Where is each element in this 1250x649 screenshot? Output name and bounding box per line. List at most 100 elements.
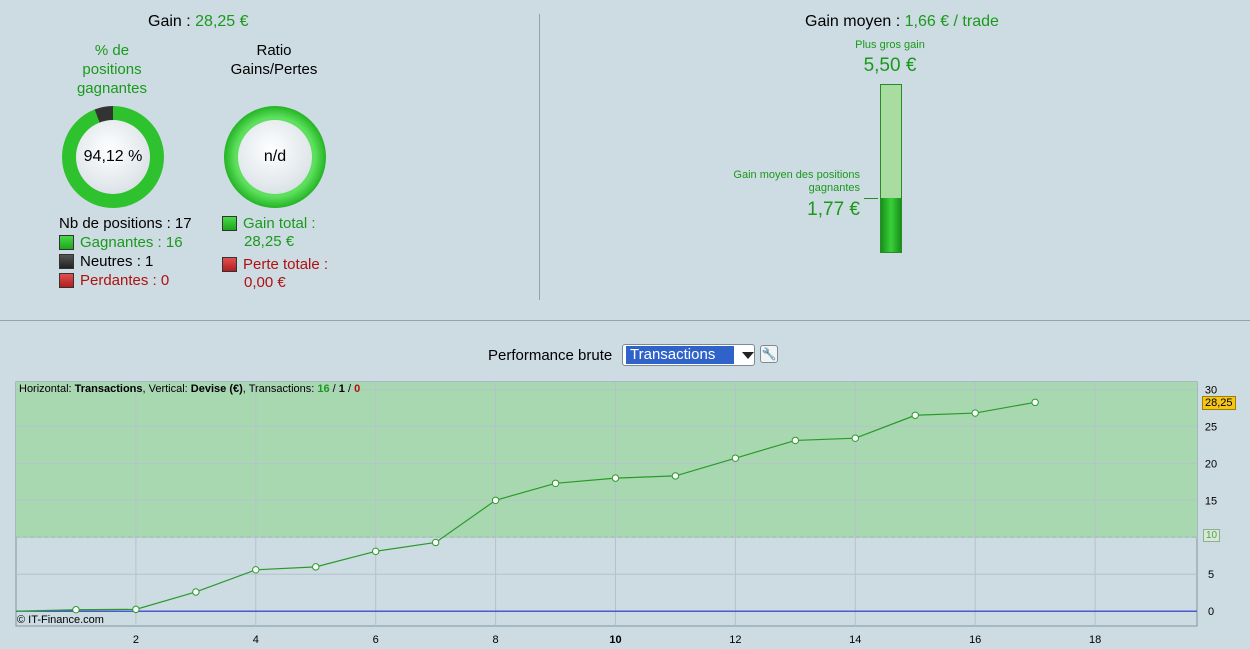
data-point: [72, 606, 80, 614]
total-gain-value: 28,25 €: [244, 233, 295, 250]
legend-losing-label: Perdantes : 0: [80, 272, 170, 289]
vertical-divider: [539, 14, 540, 300]
info-h-prefix: Horizontal:: [19, 383, 75, 395]
legend-winning-label: Gagnantes : 16: [80, 234, 183, 251]
avg-winning-label-line1: Gain moyen des positions: [733, 169, 860, 181]
x-tick-label: 4: [253, 634, 259, 646]
winning-pct-label: % de positions gagnantes: [62, 41, 162, 98]
legend-neutral-label: Neutres : 1: [80, 253, 154, 270]
data-point: [731, 454, 740, 462]
threshold-badge: 10: [1203, 529, 1221, 542]
chevron-down-icon: [742, 351, 754, 359]
data-point: [371, 547, 380, 556]
y-tick-label: 15: [1205, 495, 1217, 507]
performance-mode-value: Transactions: [626, 346, 734, 364]
biggest-gain-value: 5,50 €: [863, 55, 917, 76]
x-tick-label: 16: [969, 634, 981, 646]
data-point: [611, 474, 620, 482]
losing-swatch: [59, 273, 74, 288]
data-point: [1031, 398, 1039, 407]
copyright: © IT-Finance.com: [17, 614, 104, 626]
data-point: [252, 566, 260, 574]
legend-neutral: Neutres : 1: [59, 252, 192, 271]
gain-label: Gain :: [148, 13, 191, 30]
biggest-gain-label: Plus gros gain: [855, 39, 925, 51]
horizontal-divider: [0, 320, 1250, 321]
data-point: [551, 479, 560, 487]
total-loss-value: 0,00 €: [244, 274, 286, 291]
x-tick-label: 8: [493, 634, 499, 646]
ratio-value: n/d: [238, 120, 312, 194]
gain-value: 28,25 €: [195, 13, 249, 30]
info-horizontal: Transactions: [74, 383, 143, 395]
data-point: [431, 538, 440, 547]
avg-winning-label: Gain moyen des positions gagnantes: [700, 169, 860, 195]
info-slash-1: /: [329, 383, 339, 395]
last-value-badge: 28,25: [1202, 396, 1236, 410]
data-point: [971, 409, 979, 417]
total-gain-title: Gain : 28,25 €: [148, 13, 249, 31]
ratio-label-line2: Gains/Pertes: [230, 61, 318, 78]
average-gain-title: Gain moyen : 1,66 € / trade: [805, 13, 999, 31]
winning-pct-label-line2: positions: [82, 61, 142, 78]
data-point: [791, 436, 800, 445]
wrench-icon: 🔧: [761, 347, 777, 361]
y-tick-label: 25: [1205, 421, 1217, 433]
ratio-label-line1: Ratio: [256, 42, 292, 59]
ratio-donut: n/d: [224, 106, 326, 208]
legend-total-loss: Perte totale :: [222, 255, 328, 274]
data-point: [312, 563, 320, 571]
x-tick-label: 12: [729, 634, 741, 646]
legend-losing: Perdantes : 0: [59, 271, 192, 290]
average-gain-value: 1,66 € / trade: [904, 13, 999, 30]
info-t-prefix: , Transactions:: [242, 383, 318, 395]
info-vertical: Devise (€): [190, 383, 243, 395]
avg-winning-value: 1,77 €: [807, 199, 860, 220]
data-point: [911, 411, 919, 419]
info-v-prefix: , Vertical:: [142, 383, 191, 395]
avg-winning-label-line2: gagnantes: [808, 182, 860, 194]
x-tick-label: 6: [373, 634, 379, 646]
info-loss: 0: [354, 383, 361, 395]
gain-gauge: [880, 84, 902, 253]
y-tick-label: 20: [1205, 458, 1217, 470]
avg-pointer-arrow-icon: [864, 198, 878, 199]
winning-pct-label-line3: gagnantes: [76, 80, 148, 97]
settings-wrench-button[interactable]: 🔧: [760, 345, 778, 363]
total-gain-swatch: [222, 216, 237, 231]
info-win: 16: [317, 383, 330, 395]
neutral-swatch: [59, 254, 74, 269]
x-tick-label: 10: [609, 634, 621, 646]
y-tick-label: 5: [1208, 569, 1214, 581]
info-slash-2: /: [344, 383, 355, 395]
performance-label: Performance brute: [488, 347, 613, 364]
x-tick-label: 18: [1089, 634, 1101, 646]
total-loss-label: Perte totale :: [243, 256, 329, 273]
winning-pct-value: 94,12 %: [76, 120, 150, 194]
winning-swatch: [59, 235, 74, 250]
data-point: [671, 472, 680, 480]
data-point: [132, 605, 140, 614]
total-loss-swatch: [222, 257, 237, 272]
chart-info: Horizontal: Transactions, Vertical: Devi…: [19, 383, 360, 395]
ratio-label: Ratio Gains/Pertes: [222, 41, 326, 79]
legend-winning: Gagnantes : 16: [59, 233, 192, 252]
positive-band: [16, 382, 1197, 538]
positions-legend: Nb de positions : 17 Gagnantes : 16 Neut…: [59, 214, 192, 290]
y-tick-label: 30: [1205, 384, 1217, 396]
y-tick-label: 0: [1208, 606, 1214, 618]
data-point: [851, 434, 859, 442]
data-point: [491, 496, 500, 505]
performance-mode-select[interactable]: Transactions: [622, 344, 755, 366]
x-tick-label: 14: [849, 634, 861, 646]
total-gain-label: Gain total :: [243, 215, 316, 232]
gain-loss-legend: Gain total : 28,25 € Perte totale : 0,00…: [222, 214, 328, 291]
winning-pct-label-line1: % de: [94, 42, 130, 59]
gain-gauge-fill: [881, 198, 901, 252]
series-line: [15, 401, 1036, 612]
legend-total-gain: Gain total :: [222, 214, 328, 233]
average-gain-label: Gain moyen :: [805, 13, 901, 30]
data-point: [192, 588, 200, 596]
info-neutral: 1: [338, 383, 345, 395]
